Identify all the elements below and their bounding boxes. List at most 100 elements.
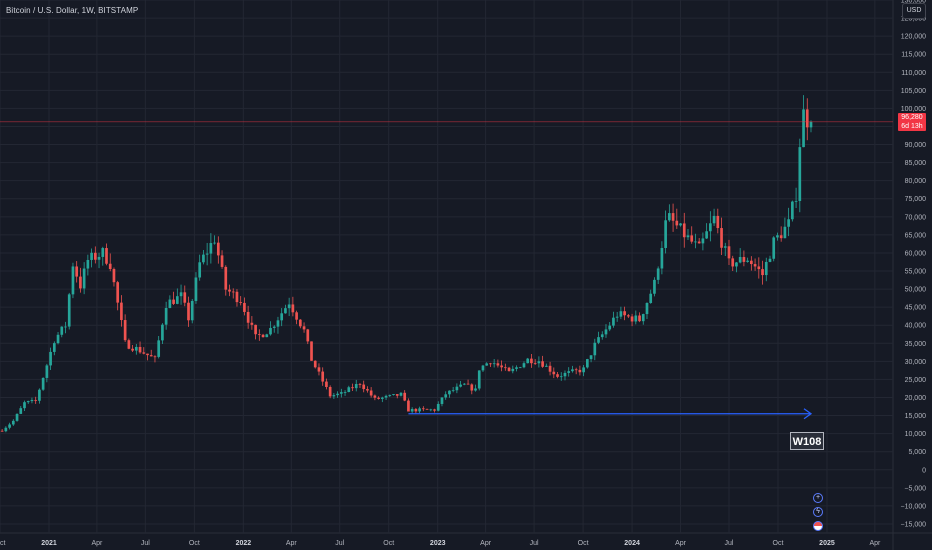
candle-body xyxy=(533,363,537,364)
time-axis[interactable]: Oct 2021 Apr Jul Oct 2022 Apr Jul Oct 2023 Apr Jul O… xyxy=(0,540,881,547)
candle-body xyxy=(764,261,768,276)
candle-body xyxy=(582,367,585,373)
candle-body xyxy=(481,365,485,371)
candle-up xyxy=(462,383,466,386)
candle-down xyxy=(138,341,142,354)
x-tick-label: 2025 xyxy=(819,540,835,547)
candle-body xyxy=(93,252,97,260)
candle-body xyxy=(198,262,202,278)
candle-body xyxy=(228,289,231,292)
candle-body xyxy=(507,367,511,372)
candle-up xyxy=(474,384,477,392)
y-tick-label: 80,000 xyxy=(905,178,927,185)
candle-body xyxy=(630,316,634,322)
candle-body xyxy=(295,312,298,320)
candle-body xyxy=(470,384,474,391)
candle-body xyxy=(153,356,157,358)
y-tick-label: 110,000 xyxy=(901,70,926,77)
candle-body xyxy=(19,408,23,414)
candle-body xyxy=(142,352,146,354)
candle-body xyxy=(787,219,790,227)
candle-body xyxy=(496,363,500,366)
candle-body xyxy=(366,389,369,391)
candle-down xyxy=(298,319,302,329)
candle-up xyxy=(481,364,485,373)
candle-up xyxy=(164,301,168,330)
candle-body xyxy=(231,291,235,293)
drawing-layer[interactable] xyxy=(0,121,893,420)
candle-body xyxy=(776,235,779,238)
candle-up xyxy=(410,407,414,414)
candle-up xyxy=(668,204,671,222)
candle-body xyxy=(716,215,720,229)
candle-down xyxy=(470,383,474,395)
candle-body xyxy=(425,408,429,410)
candle-body xyxy=(571,369,574,372)
candle-up xyxy=(709,211,712,242)
candle-up xyxy=(60,326,64,338)
candle-down xyxy=(291,296,295,317)
currency-button[interactable]: USD xyxy=(902,3,926,19)
candle-up xyxy=(49,347,52,370)
candle-body xyxy=(23,402,26,409)
candle-down xyxy=(761,260,764,285)
annotation-label[interactable]: W108 xyxy=(790,432,824,450)
candle-body xyxy=(336,393,339,396)
candle-down xyxy=(313,360,317,369)
candle-body xyxy=(798,147,802,201)
candle-down xyxy=(414,407,418,414)
candle-up xyxy=(563,370,567,381)
candle-up xyxy=(354,379,358,392)
candle-body xyxy=(8,424,11,428)
candle-body xyxy=(213,242,216,244)
candle-body xyxy=(429,409,433,411)
candle-up xyxy=(38,388,41,404)
candle-down xyxy=(131,345,134,352)
candle-down xyxy=(257,329,261,341)
candle-down xyxy=(507,366,511,372)
candle-body xyxy=(60,326,64,335)
candle-body xyxy=(343,391,347,393)
candle-body xyxy=(623,311,626,316)
plus-circle-icon[interactable]: + xyxy=(813,493,823,503)
candle-body xyxy=(384,395,388,398)
candle-up xyxy=(802,95,805,148)
x-tick-label: Apr xyxy=(869,540,881,547)
candle-body xyxy=(49,351,52,366)
candle-body xyxy=(492,363,496,365)
candle-body xyxy=(64,326,67,328)
candle-body xyxy=(600,334,604,338)
candle-up xyxy=(791,200,794,222)
lightning-icon[interactable]: ϟ xyxy=(813,507,823,517)
candle-down xyxy=(377,396,380,400)
flag-icon[interactable] xyxy=(813,521,823,531)
candle-up xyxy=(45,363,49,383)
candle-body xyxy=(209,243,213,254)
candle-up xyxy=(515,365,518,372)
candle-body xyxy=(11,420,15,425)
candle-down xyxy=(638,312,641,323)
y-tick-label: 105,000 xyxy=(901,88,926,95)
candle-up xyxy=(477,370,481,391)
candle-body xyxy=(261,334,265,338)
candle-body xyxy=(250,322,254,325)
x-tick-label: Jul xyxy=(141,540,150,547)
price-axis[interactable]: −15,000 −10,000 −5,000 0 5,000 10,000 15,000 20… xyxy=(901,0,927,528)
y-tick-label: 60,000 xyxy=(905,250,927,257)
candle-down xyxy=(682,212,686,248)
candle-up xyxy=(56,331,60,345)
candle-down xyxy=(224,265,228,296)
candle-down xyxy=(302,322,306,333)
candle-body xyxy=(537,361,541,364)
candle-body xyxy=(440,397,444,404)
candle-up xyxy=(694,233,697,249)
candle-up xyxy=(213,235,216,245)
candle-down xyxy=(328,385,332,399)
x-tick-label: Oct xyxy=(773,540,784,547)
candle-body xyxy=(466,383,470,385)
candle-body xyxy=(0,430,4,432)
candle-body xyxy=(276,320,280,327)
candle-body xyxy=(26,401,30,403)
candle-body xyxy=(526,358,530,364)
